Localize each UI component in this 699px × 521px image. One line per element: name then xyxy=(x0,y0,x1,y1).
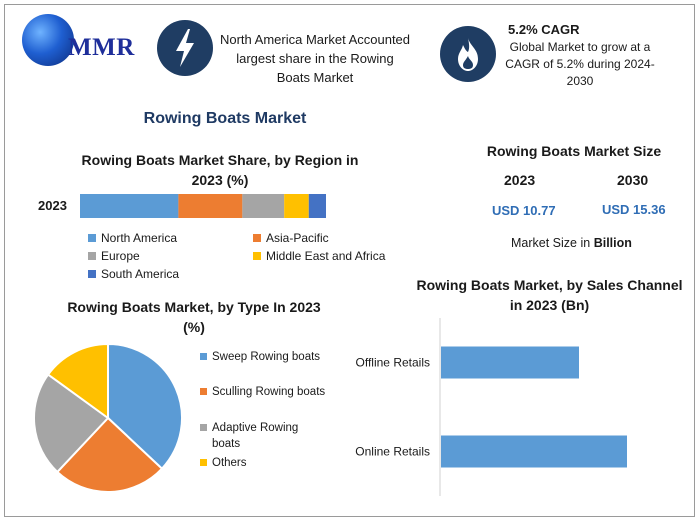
legend-swatch xyxy=(200,459,207,466)
legend-swatch xyxy=(200,388,207,395)
market-size-year-2030: 2030 xyxy=(617,172,649,188)
type-chart-title: Rowing Boats Market, by Type In 2023 (%) xyxy=(67,299,321,335)
legend-label: Europe xyxy=(101,249,140,263)
legend-label: Adaptive Rowing boats xyxy=(212,422,299,450)
legend-adaptive: Adaptive Rowing boats xyxy=(200,420,310,452)
mmr-logo: MMR xyxy=(22,12,147,74)
legend-sculling: Sculling Rowing boats xyxy=(200,384,340,400)
legend-swatch xyxy=(253,252,261,260)
legend-label: Middle East and Africa xyxy=(266,249,386,263)
channel-bar-chart: Offline Retails Online Retails xyxy=(355,318,627,496)
page-title: Rowing Boats Market xyxy=(143,110,307,127)
market-size-unit: Market Size in Billion xyxy=(511,236,632,250)
market-size-year-2023: 2023 xyxy=(504,172,536,188)
legend-swatch xyxy=(200,424,207,431)
unit-prefix: Market Size in xyxy=(511,236,591,250)
region-bar-segment xyxy=(308,194,326,218)
type-pie-chart xyxy=(33,342,183,493)
pie-slice xyxy=(33,373,110,474)
region-bar-segment xyxy=(80,194,179,218)
legend-label: Asia-Pacific xyxy=(266,231,329,245)
region-bar-segment xyxy=(284,194,309,218)
legend-asia-pacific: Asia-Pacific xyxy=(253,231,329,245)
legend-sweep: Sweep Rowing boats xyxy=(200,349,340,365)
legend-swatch xyxy=(88,234,96,242)
market-size-value-2030: USD 15.36 xyxy=(602,202,666,217)
channel-bar xyxy=(441,435,627,468)
infographic-frame xyxy=(4,4,695,517)
unit-word: Billion xyxy=(593,236,632,250)
legend-europe: Europe xyxy=(88,249,140,263)
legend-swatch xyxy=(253,234,261,242)
channel-category-label: Offline Retails xyxy=(356,356,430,370)
legend-label: North America xyxy=(101,231,178,245)
lightning-bolt-icon xyxy=(157,20,213,76)
channel-bar xyxy=(441,346,579,379)
legend-label: South America xyxy=(101,267,180,281)
pie-slice xyxy=(55,416,164,493)
pie-slice xyxy=(107,342,183,471)
channel-category-label: Online Retails xyxy=(355,445,430,459)
legend-north-america: North America xyxy=(88,231,177,245)
globe-icon xyxy=(22,14,74,66)
market-size-title: Rowing Boats Market Size xyxy=(486,143,662,159)
flame-icon xyxy=(440,26,496,82)
legend-swatch xyxy=(200,353,207,360)
legend-label: Sweep Rowing boats xyxy=(212,351,321,363)
legend-swatch xyxy=(88,252,96,260)
region-stacked-bar xyxy=(80,194,326,218)
region-bar-category: 2023 xyxy=(38,198,67,213)
pie-slice xyxy=(46,342,109,420)
region-chart-title: Rowing Boats Market Share, by Region in … xyxy=(81,152,359,188)
region-bar-segment xyxy=(178,194,243,218)
cagr-text: Global Market to grow at a CAGR of 5.2% … xyxy=(505,40,655,88)
logo-text: MMR xyxy=(68,34,135,61)
legend-label: Others xyxy=(212,457,247,469)
highlight-text: North America Market Accounted largest s… xyxy=(219,32,411,85)
cagr-title: 5.2% CAGR xyxy=(508,22,580,37)
legend-mea: Middle East and Africa xyxy=(253,249,385,263)
legend-south-america: South America xyxy=(88,267,179,281)
channel-chart-title: Rowing Boats Market, by Sales Channel in… xyxy=(416,277,683,313)
legend-swatch xyxy=(88,270,96,278)
legend-label: Sculling Rowing boats xyxy=(212,386,326,398)
legend-others: Others xyxy=(200,455,310,471)
market-size-value-2023: USD 10.77 xyxy=(492,203,556,218)
region-bar-segment xyxy=(242,194,285,218)
